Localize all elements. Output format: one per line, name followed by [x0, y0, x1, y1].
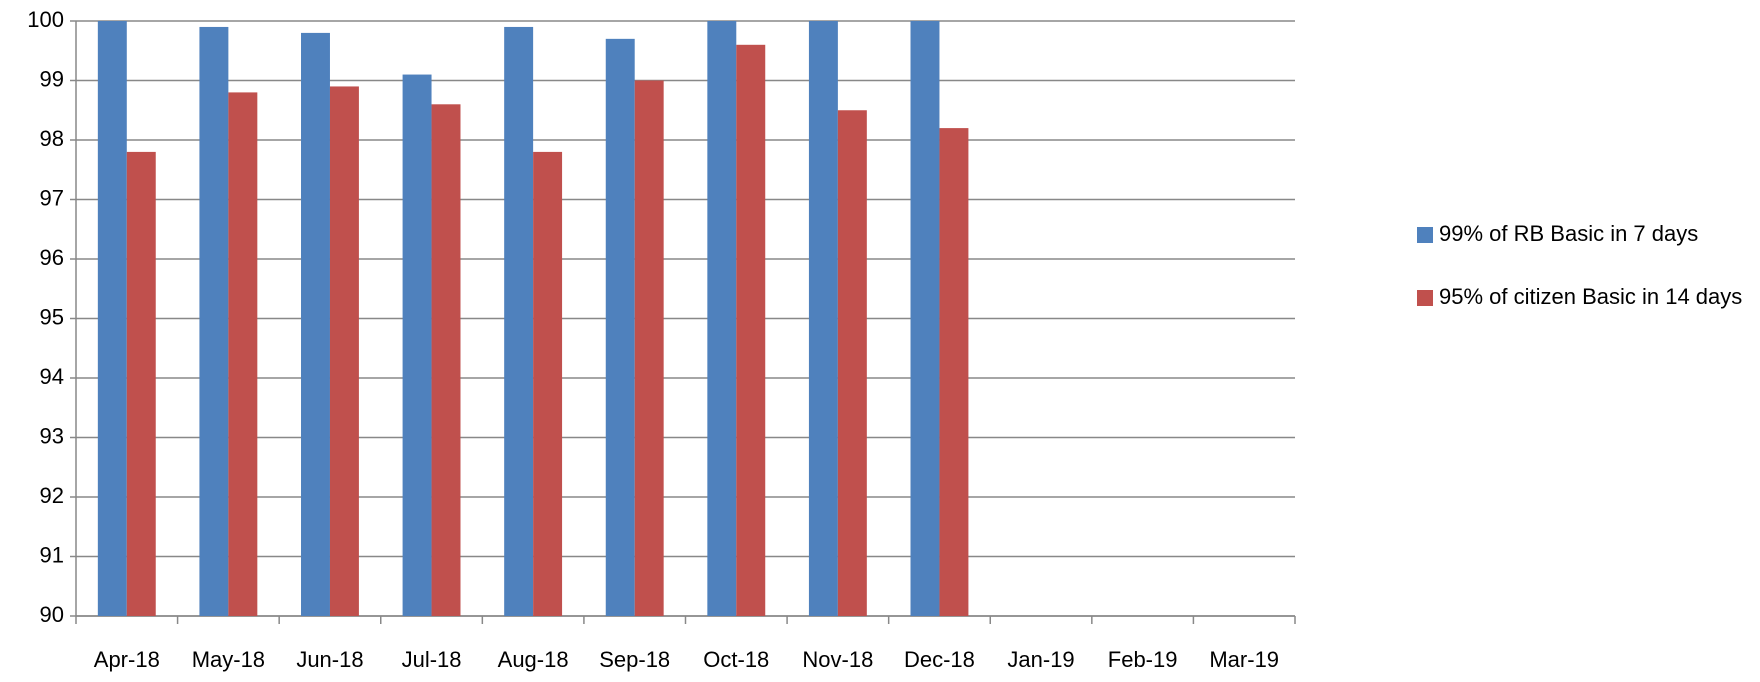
bar [605, 38, 635, 617]
y-tick-label: 93 [40, 423, 64, 448]
y-tick-label: 97 [40, 185, 64, 210]
y-tick-label: 92 [40, 483, 64, 508]
bar [301, 32, 330, 616]
bar [504, 26, 534, 616]
y-tick-label: 94 [40, 364, 64, 389]
x-tick-label: Apr-18 [94, 647, 160, 672]
legend-swatch [1417, 290, 1433, 306]
legend-label: 95% of citizen Basic in 14 days [1439, 284, 1742, 309]
bar [329, 86, 359, 616]
x-tick-label: Sep-18 [599, 647, 670, 672]
legend-label: 99% of RB Basic in 7 days [1439, 221, 1698, 246]
x-tick-label: May-18 [192, 647, 265, 672]
bar [808, 21, 838, 616]
bar [97, 21, 127, 616]
x-tick-label: Aug-18 [498, 647, 569, 672]
bar [228, 92, 258, 616]
bar [707, 21, 737, 616]
bar [533, 151, 563, 616]
bar [939, 128, 969, 616]
bar [910, 21, 940, 616]
bar [126, 151, 156, 616]
x-tick-label: Jun-18 [296, 647, 363, 672]
y-tick-label: 96 [40, 245, 64, 270]
bar [402, 74, 432, 617]
bar [431, 104, 461, 617]
y-tick-label: 99 [40, 66, 64, 91]
y-tick-label: 98 [40, 126, 64, 151]
x-tick-label: Jul-18 [402, 647, 462, 672]
y-tick-label: 95 [40, 304, 64, 329]
bar [634, 80, 664, 616]
x-tick-label: Nov-18 [802, 647, 873, 672]
bar [199, 26, 229, 616]
y-tick-label: 100 [27, 7, 64, 32]
x-tick-label: Dec-18 [904, 647, 975, 672]
bar [837, 110, 867, 616]
x-tick-label: Oct-18 [703, 647, 769, 672]
bar [736, 44, 766, 617]
x-tick-label: Jan-19 [1007, 647, 1074, 672]
y-tick-label: 90 [40, 602, 64, 627]
x-tick-label: Feb-19 [1108, 647, 1178, 672]
legend-swatch [1417, 227, 1433, 243]
x-tick-label: Mar-19 [1209, 647, 1279, 672]
y-tick-label: 91 [40, 542, 64, 567]
